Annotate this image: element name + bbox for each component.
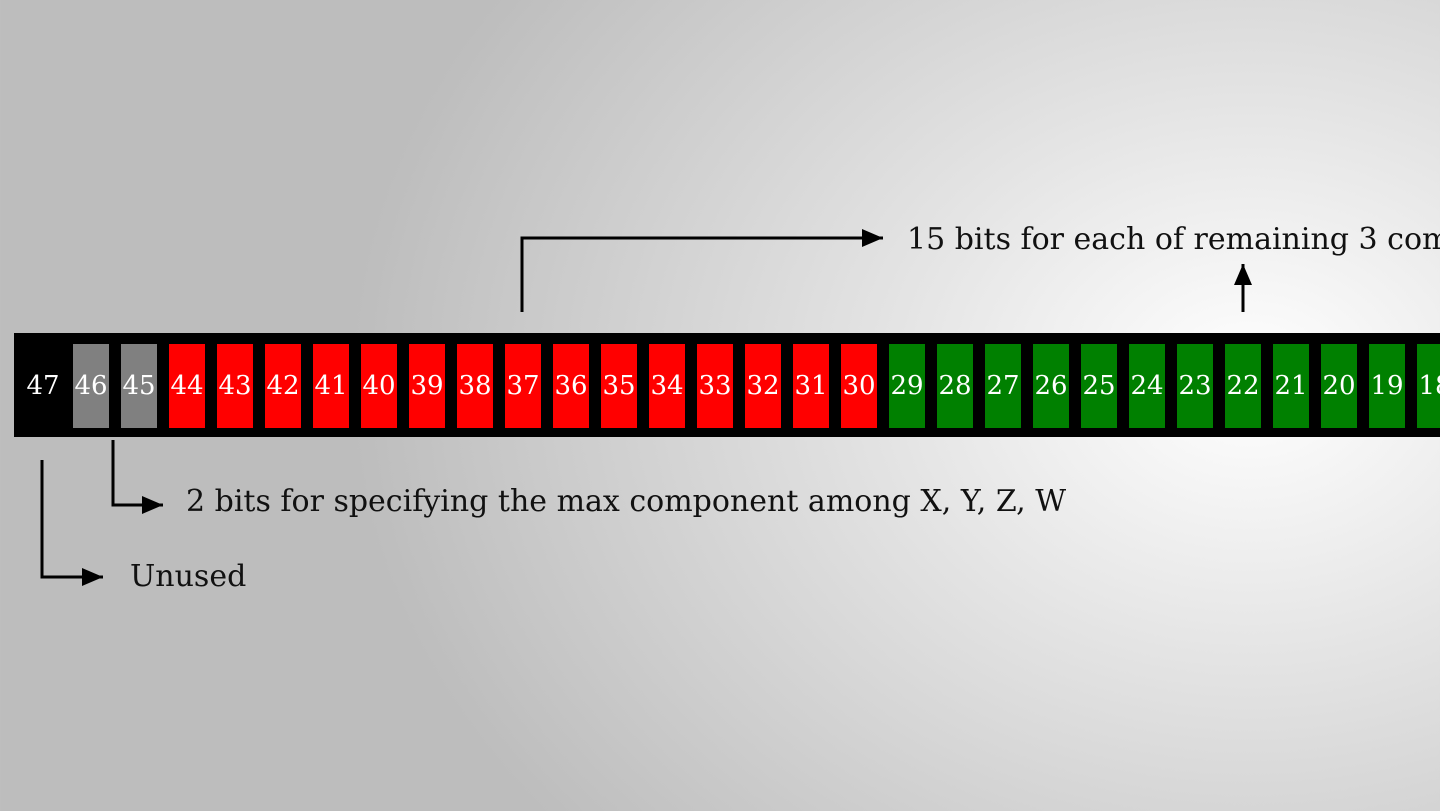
annotation: 15 bits for each of remaining 3 componen…	[907, 222, 1440, 257]
bit-number: 19	[1370, 371, 1403, 401]
bit-cell	[265, 344, 301, 428]
bit-number: 32	[746, 371, 779, 401]
bit-number: 40	[362, 371, 395, 401]
bit-cell	[841, 344, 877, 428]
bit-number: 28	[938, 371, 971, 401]
bit-number: 22	[1226, 371, 1259, 401]
bit-number: 30	[842, 371, 875, 401]
bit-cell	[1369, 344, 1405, 428]
bit-cell	[25, 344, 61, 428]
bit-cell	[313, 344, 349, 428]
bit-number: 45	[122, 371, 155, 401]
bit-cell	[697, 344, 733, 428]
bit-cell	[409, 344, 445, 428]
bit-number: 35	[602, 371, 635, 401]
annotation: Unused	[130, 559, 246, 594]
bit-cell	[217, 344, 253, 428]
bit-number: 39	[410, 371, 443, 401]
bit-number: 43	[218, 371, 251, 401]
bit-cell	[937, 344, 973, 428]
bit-cell	[1273, 344, 1309, 428]
bit-cell	[1129, 344, 1165, 428]
bit-number: 25	[1082, 371, 1115, 401]
annotation: 2 bits for specifying the max component …	[186, 484, 1066, 519]
bit-number: 36	[554, 371, 587, 401]
bit-cell	[1225, 344, 1261, 428]
bit-number: 18	[1418, 371, 1440, 401]
bit-cell	[361, 344, 397, 428]
bit-cells: 47 46 45 44 43 42 41 40 39 38 37 36 35 34 33 32 31 30 29 28…	[25, 344, 1440, 428]
bit-number: 41	[314, 371, 347, 401]
bit-cell	[505, 344, 541, 428]
bit-cell	[649, 344, 685, 428]
bit-number: 34	[650, 371, 683, 401]
bit-number: 33	[698, 371, 731, 401]
bit-cell	[601, 344, 637, 428]
bit-cell	[121, 344, 157, 428]
bit-cell	[1177, 344, 1213, 428]
bit-number: 44	[170, 371, 203, 401]
bit-cell	[889, 344, 925, 428]
bit-cell	[1321, 344, 1357, 428]
arrow	[40, 460, 103, 586]
bit-number: 24	[1130, 371, 1163, 401]
bit-number: 42	[266, 371, 299, 401]
arrow	[111, 440, 163, 514]
bit-number: 23	[1178, 371, 1211, 401]
arrow	[520, 229, 883, 312]
bit-cell	[1033, 344, 1069, 428]
bit-number: 37	[506, 371, 539, 401]
bit-number: 47	[26, 371, 59, 401]
bit-number: 46	[74, 371, 107, 401]
bit-number: 20	[1322, 371, 1355, 401]
bit-cell	[985, 344, 1021, 428]
bit-cell	[745, 344, 781, 428]
bit-cell	[1081, 344, 1117, 428]
bit-number: 26	[1034, 371, 1067, 401]
bit-number: 38	[458, 371, 491, 401]
bit-number: 27	[986, 371, 1019, 401]
bit-cell	[1417, 344, 1440, 428]
bit-cell	[793, 344, 829, 428]
bit-cell	[169, 344, 205, 428]
bit-cell	[73, 344, 109, 428]
bit-cell	[457, 344, 493, 428]
bit-number: 29	[890, 371, 923, 401]
bit-number: 21	[1274, 371, 1307, 401]
bit-cell	[553, 344, 589, 428]
bit-number: 31	[794, 371, 827, 401]
